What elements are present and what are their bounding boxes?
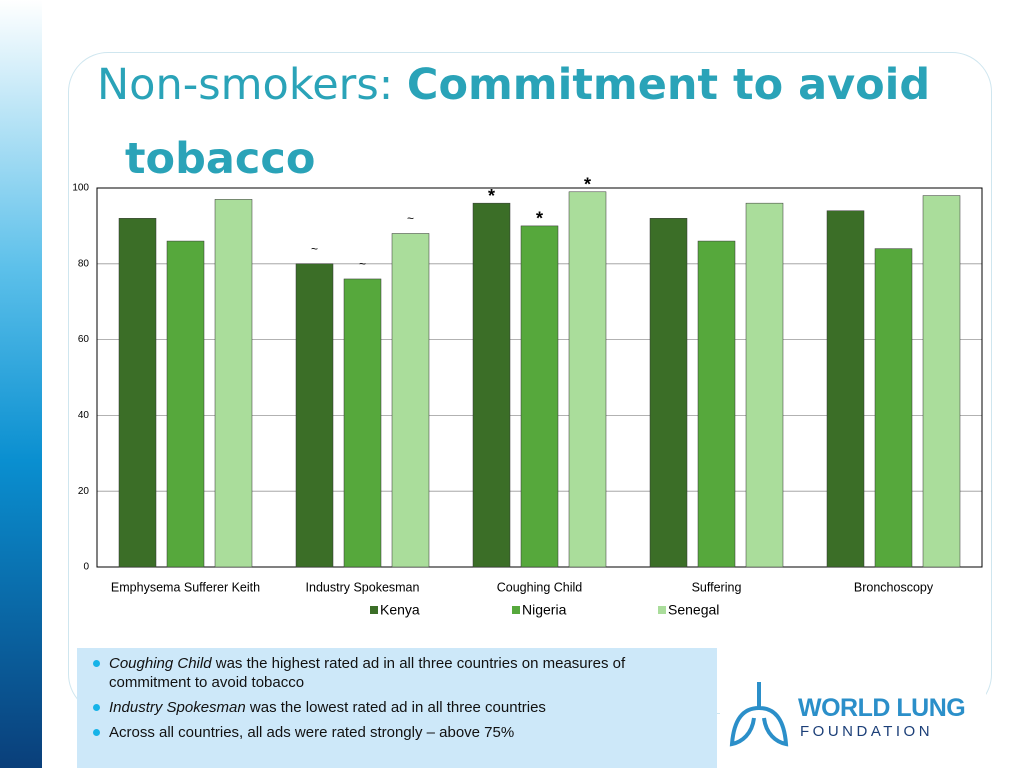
y-tick-label: 80: [78, 258, 90, 269]
x-tick-label: Industry Spokesman: [306, 580, 420, 594]
x-tick-label: Bronchoscopy: [854, 580, 934, 594]
x-tick-label: Coughing Child: [497, 580, 583, 594]
bullet-text: Across all countries, all ads were rated…: [109, 724, 515, 741]
y-tick-label: 0: [83, 562, 89, 573]
slide-title: Non-smokers: Commitment to avoid tobacco: [97, 48, 945, 196]
x-tick-label: Suffering: [692, 580, 742, 594]
bar-marker: ~: [311, 242, 318, 256]
legend-swatch: [512, 606, 520, 614]
bar: [697, 240, 736, 568]
bar-marker: *: [488, 186, 495, 206]
bar: [214, 199, 253, 568]
bullet: Industry Spokesman was the lowest rated …: [93, 698, 707, 717]
side-stripe: [0, 0, 42, 768]
logo-icon: [729, 682, 789, 747]
legend-label: Kenya: [380, 602, 420, 618]
bar-marker: *: [536, 209, 543, 229]
bullet-emphasis: Industry Spokesman: [109, 699, 246, 716]
legend-label: Nigeria: [522, 602, 567, 618]
title-light: Non-smokers:: [97, 60, 394, 110]
bar: [295, 263, 334, 568]
bar-marker: ~: [407, 212, 414, 226]
bar: [343, 278, 382, 568]
bar: [472, 202, 511, 568]
bar-marker: *: [584, 175, 591, 195]
logo-line1: WORLD LUNG: [798, 694, 966, 722]
bullet: Coughing Child was the highest rated ad …: [93, 654, 707, 692]
bar: [391, 233, 430, 568]
bar: [166, 240, 205, 568]
y-tick-label: 100: [72, 183, 89, 194]
bar: [568, 191, 607, 568]
bar: [649, 218, 688, 568]
x-tick-label: Emphysema Sufferer Keith: [111, 580, 260, 594]
bar: [118, 218, 157, 568]
chart: 0 20 40 60 80 100 Emphysema Sufferer Keith Indu…: [72, 175, 983, 618]
bar: [874, 248, 913, 568]
bar-marker: ~: [359, 257, 366, 271]
bar: [745, 202, 784, 568]
bullet: Across all countries, all ads were rated…: [93, 723, 707, 742]
bullet-emphasis: Coughing Child: [109, 655, 212, 672]
lung-shape: [729, 682, 789, 747]
bullet-text: was the lowest rated ad in all three cou…: [245, 699, 546, 716]
legend-label: Senegal: [668, 602, 719, 618]
bar: [520, 225, 559, 568]
bullet-list: Coughing Child was the highest rated ad …: [91, 654, 707, 742]
logo: WORLD LUNG FOUNDATION: [720, 678, 986, 750]
title-bold: Commitment to avoid tobacco: [125, 60, 931, 184]
bullet-text: was the highest rated ad in all three co…: [109, 655, 630, 691]
y-tick-label: 40: [78, 410, 90, 421]
y-tick-label: 20: [78, 486, 90, 497]
logo-line2: FOUNDATION: [800, 723, 934, 740]
bar: [826, 210, 865, 568]
y-tick-label: 60: [78, 334, 90, 345]
bullet-box: Coughing Child was the highest rated ad …: [77, 648, 717, 768]
legend-swatch: [658, 606, 666, 614]
bar: [922, 195, 961, 568]
legend-swatch: [370, 606, 378, 614]
